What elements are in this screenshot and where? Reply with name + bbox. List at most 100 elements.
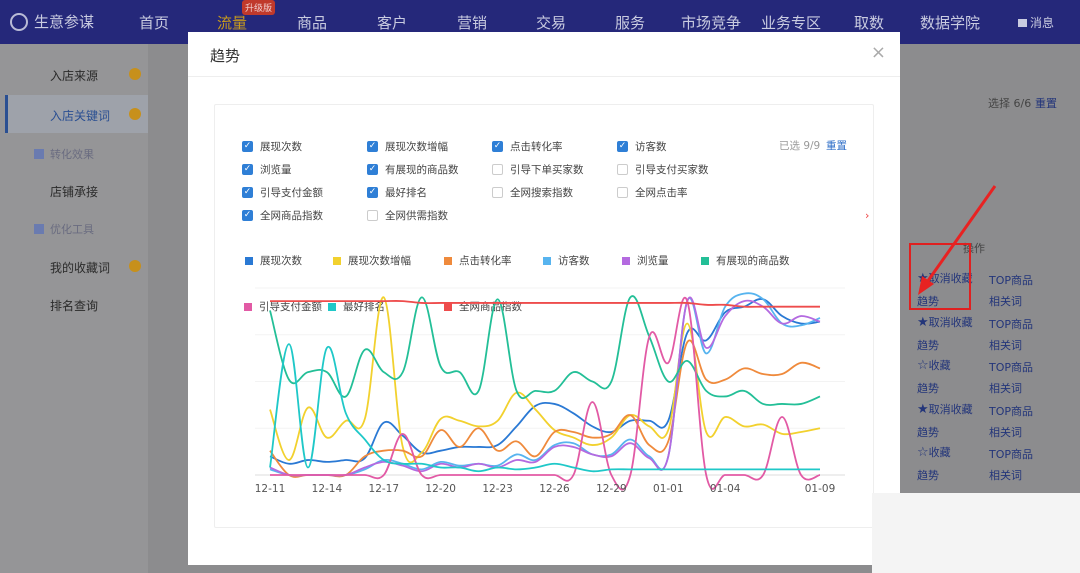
legend-item[interactable]: 展现次数 [245, 253, 302, 268]
nav-fetch[interactable]: 取数 [854, 14, 885, 32]
related-words-link[interactable]: 相关词 [989, 469, 1022, 482]
checkbox-checked-icon: ✓ [367, 164, 378, 175]
nav-market[interactable]: 市场竞争 [681, 14, 742, 32]
sidebar-selected-bg [5, 95, 148, 133]
checkbox-empty-icon [367, 210, 378, 221]
legend-swatch [444, 256, 452, 265]
messages-link[interactable]: 消息 [1018, 14, 1054, 31]
blank-corner [872, 493, 1080, 573]
metric-checkbox[interactable]: ✓ 展现次数增幅 [367, 141, 448, 153]
trend-link[interactable]: 趋势 [917, 295, 939, 308]
favorite-toggle[interactable]: ☆收藏 [917, 358, 951, 373]
top-products-link[interactable]: TOP商品 [989, 448, 1034, 461]
status-dot [129, 68, 141, 80]
sidebar-group-tools: 优化工具 [34, 221, 94, 237]
op-header: 操作 [963, 242, 985, 255]
metric-checkbox[interactable]: ✓ 引导支付金额 [242, 187, 323, 199]
sidebar-item-ranking[interactable]: 排名查询 [50, 299, 99, 313]
nav-marketing[interactable]: 营销 [457, 14, 488, 32]
selection-count: 选择 6/6 [988, 97, 1032, 110]
favorite-toggle[interactable]: ★取消收藏 [917, 401, 973, 417]
metric-checkbox[interactable]: 全网点击率 [617, 185, 688, 200]
x-tick-label: 01-04 [709, 483, 741, 495]
x-tick-label: 12-20 [425, 483, 456, 495]
top-products-link[interactable]: TOP商品 [989, 274, 1034, 287]
metric-checkbox[interactable]: 全网搜索指数 [492, 185, 573, 200]
related-words-link[interactable]: 相关词 [989, 382, 1022, 395]
brand[interactable]: 生意参谋 [10, 11, 94, 32]
legend-item[interactable]: 点击转化率 [444, 253, 512, 268]
checkbox-checked-icon: ✓ [242, 164, 253, 175]
star-outline-icon: ☆ [917, 358, 929, 373]
legend-swatch [622, 256, 630, 265]
nav-products[interactable]: 商品 [297, 14, 328, 32]
x-tick-label: 01-09 [804, 483, 836, 495]
trend-link[interactable]: 趋势 [917, 338, 939, 352]
legend-item[interactable]: 展现次数增幅 [333, 253, 411, 268]
nav-business[interactable]: 业务专区 [761, 14, 822, 32]
nav-customers[interactable]: 客户 [377, 14, 408, 32]
x-tick-label: 01-01 [653, 483, 684, 495]
sidebar-item-keywords[interactable]: 入店关键词 [50, 109, 111, 123]
metric-checkbox[interactable]: ✓ 点击转化率 [492, 141, 563, 153]
nav-traffic[interactable]: 流量 [217, 14, 248, 32]
sidebar-item-store[interactable]: 店铺承接 [50, 185, 99, 199]
favorite-toggle[interactable]: ☆收藏 [917, 445, 951, 460]
top-products-link[interactable]: TOP商品 [989, 317, 1034, 331]
nav-home[interactable]: 首页 [139, 14, 170, 32]
legend-item[interactable]: 访客数 [543, 253, 590, 268]
related-words-link[interactable]: 相关词 [989, 425, 1022, 439]
checkbox-empty-icon [617, 164, 628, 175]
x-tick-label: 12-17 [368, 483, 400, 495]
top-products-link[interactable]: TOP商品 [989, 404, 1034, 418]
modal-title: 趋势 [210, 47, 241, 65]
trend-link[interactable]: 趋势 [917, 382, 939, 395]
metric-checkbox[interactable]: ✓ 访客数 [617, 141, 667, 153]
related-words-link[interactable]: 相关词 [989, 295, 1022, 308]
trend-link[interactable]: 趋势 [917, 425, 939, 439]
legend-item[interactable]: 有展现的商品数 [701, 253, 790, 268]
reset-button[interactable]: 重置 [826, 140, 847, 152]
chevron-right-icon: › [865, 209, 870, 222]
star-filled-icon: ★ [917, 314, 929, 330]
top-products-link[interactable]: TOP商品 [989, 361, 1034, 374]
reset-link[interactable]: 重置 [1035, 97, 1057, 110]
checkbox-checked-icon: ✓ [492, 141, 503, 152]
sidebar: 入店来源 入店关键词 转化效果 店铺承接 优化工具 我的收藏词 排名查询 [0, 44, 148, 573]
favorite-toggle[interactable]: ★取消收藏 [917, 314, 973, 330]
metric-checkbox[interactable]: 引导下单买家数 [492, 162, 584, 177]
legend-swatch [328, 302, 336, 311]
checkbox-checked-icon: ✓ [242, 210, 253, 221]
nav-service[interactable]: 服务 [615, 14, 646, 32]
metric-checkbox[interactable]: 全网供需指数 [367, 208, 448, 223]
highlight-box [909, 243, 971, 310]
legend-item[interactable]: 最好排名 [328, 299, 385, 314]
sidebar-item-source[interactable]: 入店来源 [50, 69, 99, 83]
chart-card: ✓ 展现次数 ✓ 展现次数增幅 ✓ 点击转化率 ✓ 访客数 ✓ 浏览量 ✓ 有展现的商品数 引导下单买家… [214, 104, 874, 528]
nav-academy[interactable]: 数据学院 [920, 14, 981, 32]
legend-item[interactable]: 全网商品指数 [444, 299, 522, 314]
x-tick-label: 12-23 [482, 483, 513, 495]
nav-trade[interactable]: 交易 [536, 14, 567, 32]
legend-swatch [245, 256, 253, 265]
checkbox-empty-icon [617, 187, 628, 198]
tool-icon [34, 224, 44, 234]
close-icon[interactable]: × [870, 42, 886, 63]
selected-count: 已选 9/9 [779, 140, 821, 152]
legend-swatch [244, 302, 252, 311]
status-dot [129, 260, 141, 272]
metric-checkbox[interactable]: ✓ 最好排名 [367, 187, 427, 199]
metric-checkbox[interactable]: ✓ 有展现的商品数 [367, 164, 459, 176]
metric-checkbox[interactable]: 引导支付买家数 [617, 162, 709, 177]
related-words-link[interactable]: 相关词 [989, 338, 1022, 352]
checkbox-empty-icon [492, 187, 503, 198]
sidebar-item-favorites[interactable]: 我的收藏词 [50, 261, 111, 275]
metric-checkbox[interactable]: ✓ 展现次数 [242, 141, 302, 153]
metric-checkbox[interactable]: ✓ 全网商品指数 [242, 210, 323, 222]
metric-checkbox[interactable]: ✓ 浏览量 [242, 164, 292, 176]
legend-item[interactable]: 浏览量 [622, 253, 669, 268]
legend-item[interactable]: 引导支付金额 [244, 299, 322, 314]
trend-link[interactable]: 趋势 [917, 469, 939, 482]
chart-icon [34, 149, 44, 159]
